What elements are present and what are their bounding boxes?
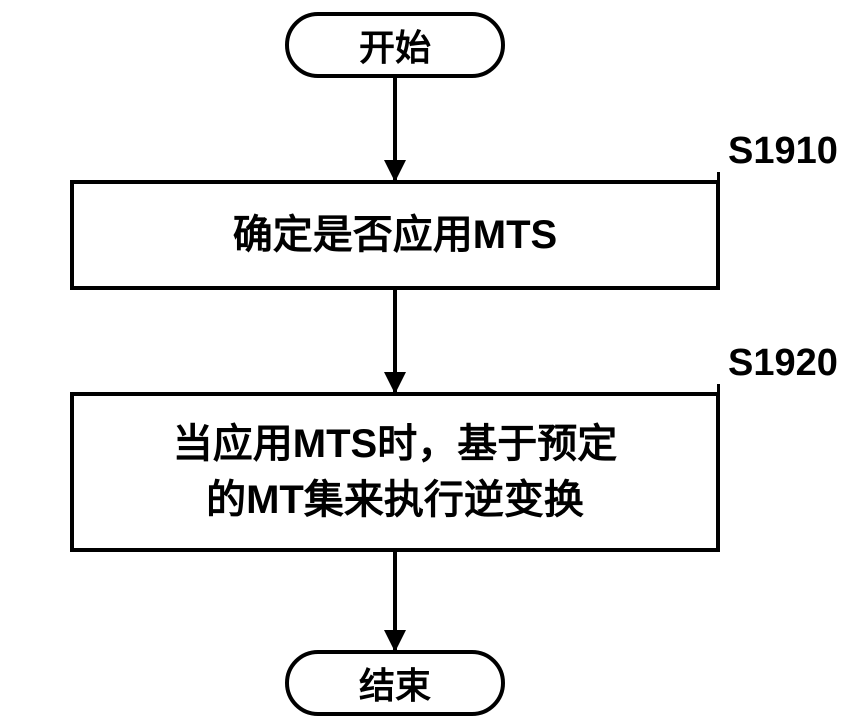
label-s1920: S1920 xyxy=(728,342,838,385)
tick-s1910 xyxy=(717,172,720,184)
label-s1910: S1910 xyxy=(728,130,838,173)
node-end-text: 结束 xyxy=(359,657,431,709)
node-step2-text: 当应用MTS时，基于预定 的MT集来执行逆变换 xyxy=(173,416,617,528)
tick-s1920 xyxy=(717,384,720,396)
node-end: 结束 xyxy=(285,650,505,716)
node-step1: 确定是否应用MTS xyxy=(70,180,720,290)
flowchart-canvas: 开始 确定是否应用MTS 当应用MTS时，基于预定 的MT集来执行逆变换 结束 … xyxy=(0,0,858,726)
label-s1920-text: S1920 xyxy=(728,342,838,384)
node-step1-text: 确定是否应用MTS xyxy=(233,207,557,263)
label-s1910-text: S1910 xyxy=(728,130,838,172)
node-step2: 当应用MTS时，基于预定 的MT集来执行逆变换 xyxy=(70,392,720,552)
node-start: 开始 xyxy=(285,12,505,78)
node-start-text: 开始 xyxy=(359,19,431,71)
